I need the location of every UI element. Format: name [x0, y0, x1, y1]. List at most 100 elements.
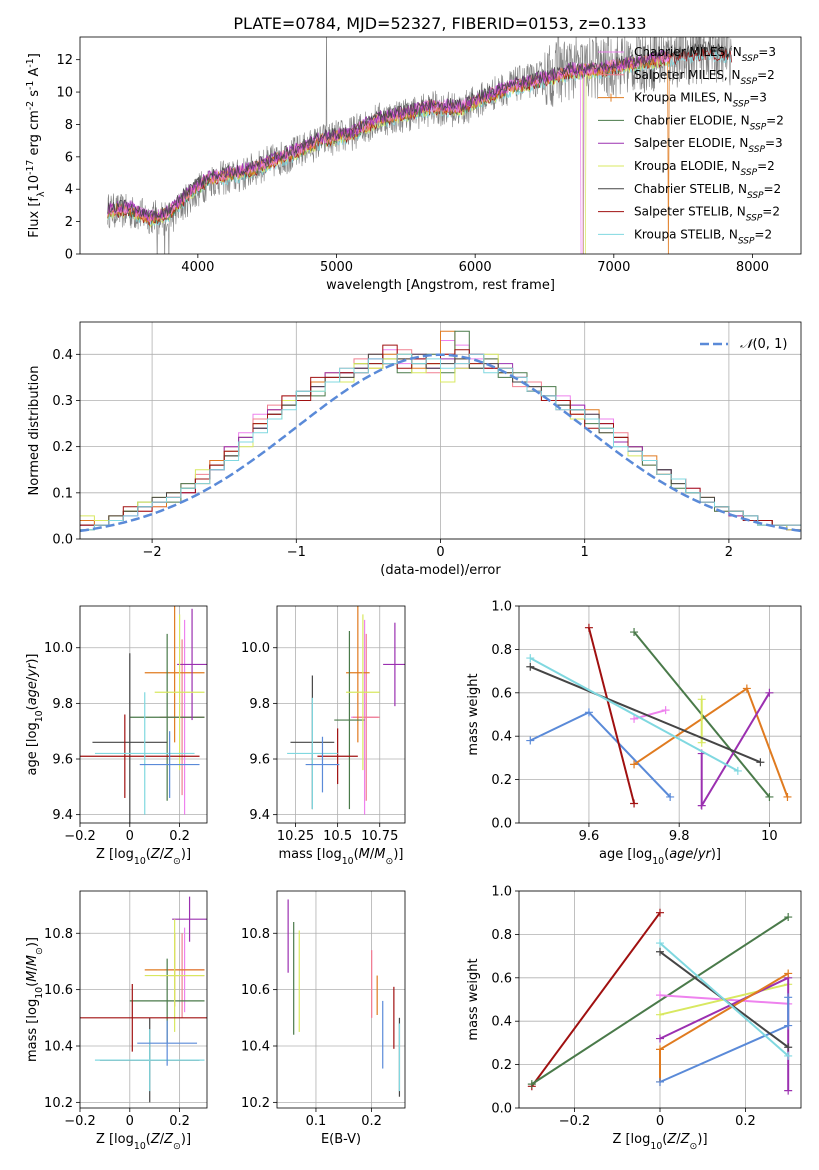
error-bar-point [137, 1020, 198, 1066]
y-tick-label: 0.4 [52, 348, 73, 363]
x-axis-label: wavelength [Angstrom, rest frame] [326, 278, 555, 293]
error-bar-point [317, 728, 358, 785]
error-bar-point [383, 622, 405, 707]
x-tick-label: 0.1 [306, 1114, 327, 1129]
legend-label: Kroupa STELIB, NSSP=2 [634, 227, 772, 246]
weight-line [700, 692, 771, 810]
error-bar-point [154, 614, 205, 771]
y-tick-label: 8 [65, 118, 73, 133]
axes-frame [518, 890, 802, 1109]
axes-age_vs_Z: −0.2 0 0.2 9.4 9.6 9.8 10.0 Z [log10(Z/Z⊙)] age … [25, 605, 208, 867]
y-tick-label: 0.2 [491, 1058, 512, 1073]
weight-marker [661, 706, 670, 715]
weight-marker [656, 1034, 664, 1043]
plot-area [287, 606, 405, 815]
y-axis-label: age [log10(age/yr)] [25, 653, 45, 775]
x-tick-label: 0 [126, 1114, 134, 1129]
axes-frame [276, 605, 406, 824]
weight-marker [630, 799, 639, 808]
legend-label: Chabrier STELIB, NSSP=2 [634, 182, 781, 201]
y-tick-label: 10.2 [241, 1096, 270, 1111]
weight-series [656, 939, 793, 1060]
y-tick-label: 10.0 [241, 641, 270, 656]
axes-residuals: −2 −1 0 1 2 0.0 0.1 0.2 0.3 0.4 (data-model)/error… [27, 321, 802, 578]
x-axis-label: (data-model)/error [380, 563, 501, 578]
x-tick-label: 6000 [459, 260, 492, 275]
weight-marker [784, 969, 793, 978]
y-tick-label: 10.8 [44, 927, 73, 942]
weight-series [656, 993, 793, 1086]
x-axis-label: Z [log10(Z/Z⊙)] [96, 847, 191, 867]
x-tick-label: 0.2 [169, 1114, 190, 1129]
chart-layer: 4000 5000 6000 7000 8000024681012wavelength … [25, 36, 802, 1152]
plot-area [527, 908, 793, 1095]
x-tick-label: 10.5 [323, 829, 352, 844]
y-tick-label: 0.0 [491, 817, 512, 832]
y-tick-label: 0.6 [491, 971, 512, 986]
weight-series [526, 654, 742, 775]
y-axis-label: Normed distribution [27, 366, 42, 496]
y-tick-label: 0.0 [52, 533, 73, 548]
y-tick-label: 10.2 [44, 1096, 73, 1111]
weight-marker [656, 1045, 664, 1054]
x-tick-label: −0.2 [559, 1114, 591, 1129]
y-tick-label: 0 [65, 248, 73, 263]
y-tick-label: 10.6 [241, 983, 270, 998]
y-tick-label: 0.1 [52, 486, 73, 501]
x-tick-label: 0.2 [735, 1114, 756, 1129]
error-bar-point [346, 614, 380, 771]
legend-label: Salpeter MILES, NSSP=2 [634, 68, 775, 87]
weight-marker [656, 947, 664, 956]
x-tick-label: 7000 [597, 260, 630, 275]
error-bar-point [94, 692, 195, 815]
weight-series [697, 688, 774, 810]
weight-marker [756, 758, 765, 767]
weight-marker [742, 684, 751, 693]
x-tick-label: 9.6 [579, 829, 600, 844]
y-tick-label: 2 [65, 215, 73, 230]
y-tick-label: 12 [56, 53, 73, 68]
x-tick-label: −2 [143, 545, 162, 560]
weight-series [526, 708, 675, 801]
plot-area [526, 623, 792, 810]
x-axis-label: Z [log10(Z/Z⊙)] [612, 1132, 707, 1152]
weight-marker [656, 1010, 664, 1019]
error-bar-point [144, 919, 205, 1032]
x-tick-label: −0.2 [64, 829, 96, 844]
error-bar-point [80, 714, 200, 798]
spectrum-legend: Chabrier MILES, NSSP=3 Salpeter MILES, NS… [598, 45, 784, 246]
axes-weight_vs_age: 9.6 9.8 10 0.0 0.2 0.4 0.6 0.8 1.0 age [log10(age… [466, 600, 802, 867]
error-bar-point [144, 606, 205, 743]
axes-weight_vs_Z: −0.2 0 0.2 0.0 0.2 0.4 0.6 0.8 1.0 Z [log10(Z/Z⊙)… [466, 885, 802, 1152]
error-bar-point [334, 631, 365, 810]
axes-frame [79, 890, 208, 1109]
plot-area [80, 330, 801, 533]
weight-marker [630, 760, 639, 769]
x-tick-label: 4000 [181, 260, 214, 275]
weight-marker [784, 1051, 793, 1060]
weight-marker [765, 688, 774, 697]
x-tick-label: 1 [581, 545, 589, 560]
y-tick-label: 0.8 [491, 643, 512, 658]
legend-label: Kroupa ELODIE, NSSP=2 [634, 159, 775, 178]
weight-marker [526, 654, 535, 663]
weight-marker [584, 623, 593, 632]
weight-series [656, 969, 793, 1086]
error-bar-point [287, 697, 338, 810]
histogram-series [80, 353, 801, 531]
x-tick-label: 8000 [736, 260, 769, 275]
error-bar-point [139, 731, 200, 798]
weight-marker [697, 695, 706, 704]
x-tick-label: 0 [656, 1114, 664, 1129]
weight-line [529, 657, 739, 772]
x-axis-label: mass [log10(M/M⊙)] [279, 847, 404, 867]
axes-frame [79, 36, 802, 255]
y-tick-label: 10.4 [241, 1040, 270, 1055]
y-axis-label: mass weight [466, 673, 481, 755]
x-axis-label: age [log10(age/yr)] [599, 847, 721, 867]
legend-label: Kroupa MILES, NSSP=3 [634, 91, 767, 110]
y-tick-label: 10.8 [241, 927, 270, 942]
legend-label: Chabrier ELODIE, NSSP=2 [634, 113, 784, 132]
y-tick-label: 4 [65, 183, 73, 198]
x-axis-label: E(B-V) [321, 1132, 361, 1147]
